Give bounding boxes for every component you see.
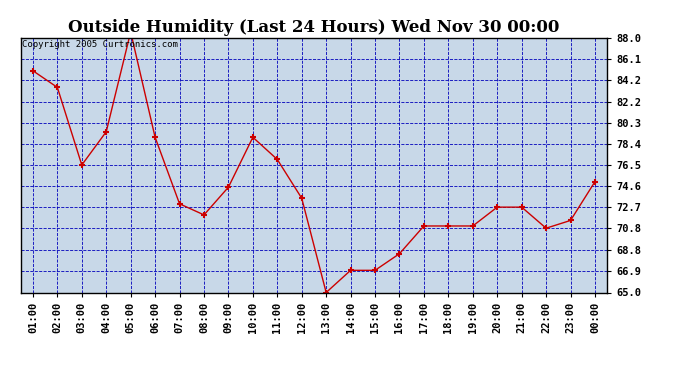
Text: Copyright 2005 Curtronics.com: Copyright 2005 Curtronics.com bbox=[22, 40, 178, 49]
Title: Outside Humidity (Last 24 Hours) Wed Nov 30 00:00: Outside Humidity (Last 24 Hours) Wed Nov… bbox=[68, 19, 560, 36]
